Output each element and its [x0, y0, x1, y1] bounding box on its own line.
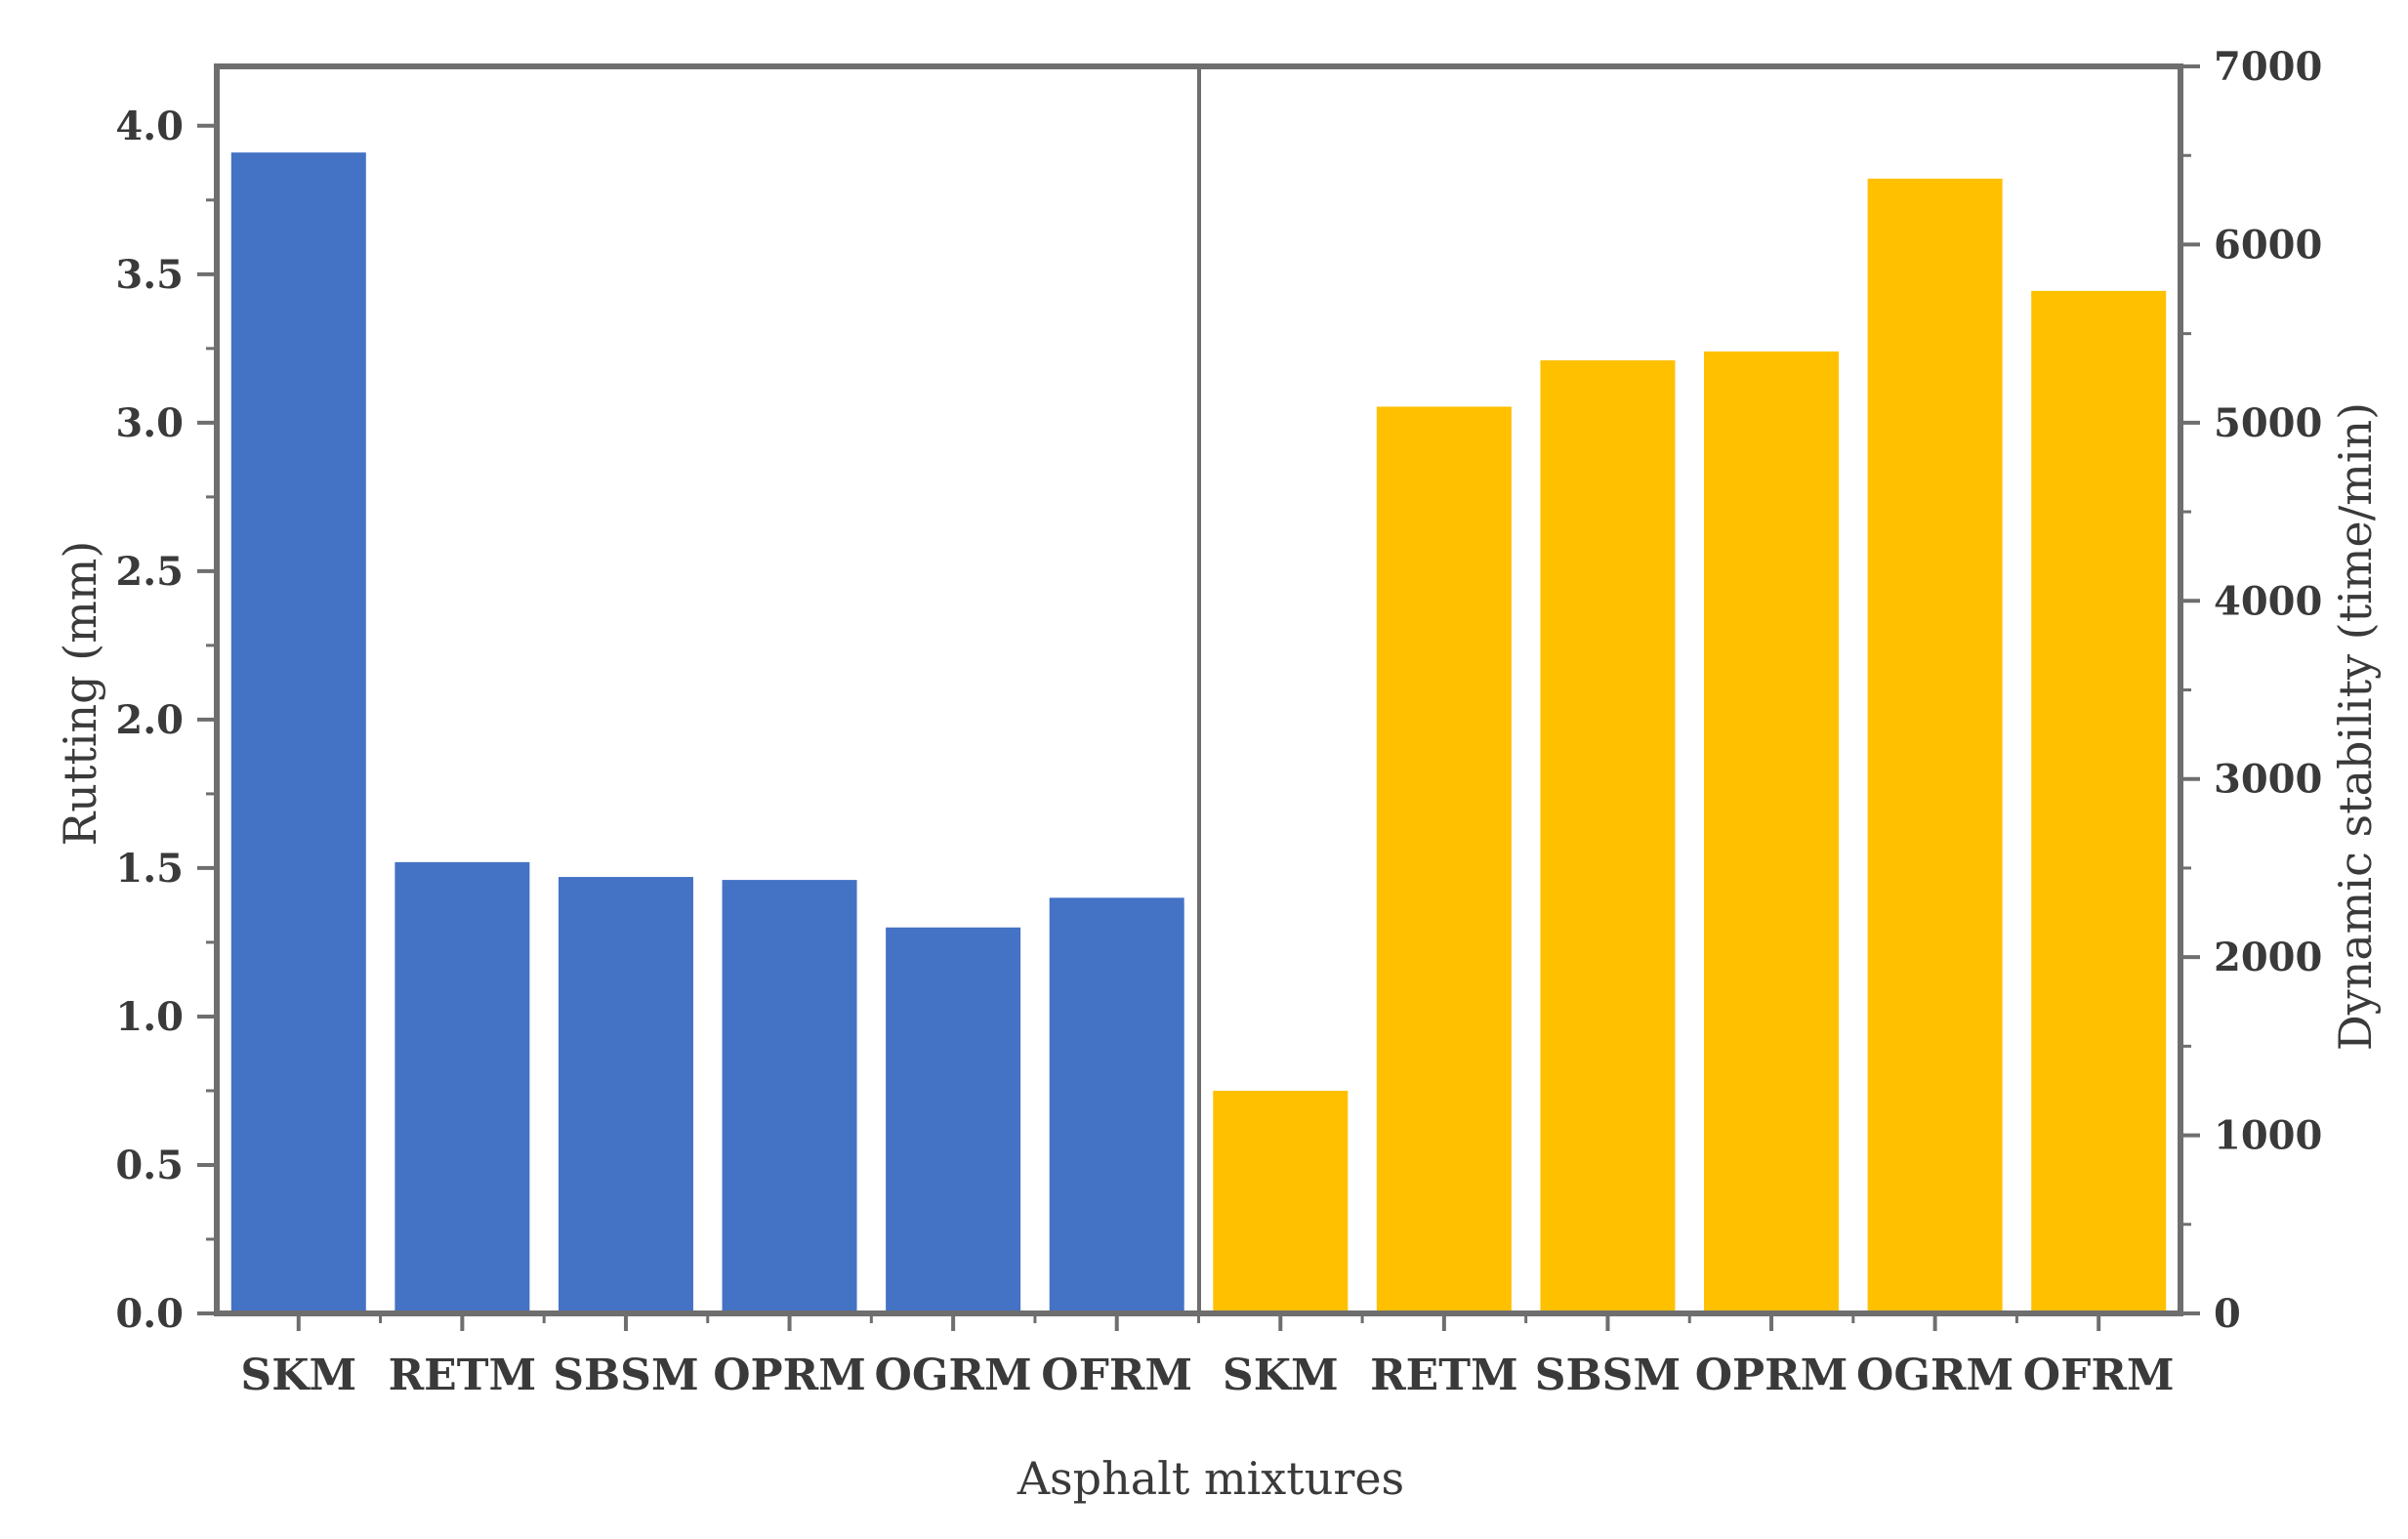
rutting-bar-skm: [230, 152, 366, 1313]
left-tick-label: 1.0: [115, 994, 184, 1040]
right-y-axis-ticks: 0 1000 2000 3000 4000 5000 6000 7000: [2180, 44, 2322, 1337]
left-tick-label: 3.0: [115, 400, 184, 446]
category-label: RETM: [389, 1351, 537, 1400]
stability-bar-retm: [1376, 406, 1512, 1313]
right-tick-label: 4000: [2214, 578, 2322, 624]
left-tick-label: 2.0: [115, 697, 184, 743]
category-label: RETM: [1370, 1351, 1518, 1400]
rutting-bars: [230, 152, 1184, 1313]
rutting-bar-ofrm: [1049, 897, 1184, 1313]
stability-bar-sbsm: [1540, 360, 1676, 1313]
rutting-bar-ogrm: [886, 927, 1021, 1313]
left-tick-label: 0.0: [115, 1291, 184, 1337]
right-tick-label: 1000: [2214, 1113, 2322, 1159]
right-tick-label: 7000: [2214, 44, 2322, 90]
axes: [214, 63, 2183, 1331]
left-tick-label: 3.5: [115, 252, 184, 298]
category-label: OPRM: [713, 1351, 866, 1400]
category-label: SKM: [240, 1351, 356, 1400]
category-label: SBSM: [553, 1351, 698, 1400]
dynamic-stability-bars: [1213, 178, 2167, 1314]
left-tick-label: 0.5: [115, 1143, 184, 1188]
right-tick-label: 3000: [2214, 757, 2322, 803]
right-tick-label: 5000: [2214, 400, 2322, 446]
right-tick-label: 0: [2214, 1291, 2241, 1337]
category-label: OGRM: [1856, 1351, 2014, 1400]
x-axis-title: Asphalt mixtures: [1017, 1452, 1404, 1505]
left-tick-label: 1.5: [115, 846, 184, 892]
category-label: SKM: [1223, 1351, 1339, 1400]
stability-bar-ofrm: [2031, 290, 2167, 1313]
right-y-axis-title: Dynamic stability (time/min): [2329, 402, 2382, 1051]
category-label: OPRM: [1695, 1351, 1848, 1400]
rutting-bar-sbsm: [558, 877, 693, 1313]
stability-bar-ogrm: [1867, 178, 2003, 1314]
left-y-axis-title: Rutting (mm): [54, 541, 106, 847]
rutting-bar-oprm: [722, 880, 857, 1313]
left-tick-label: 4.0: [115, 104, 184, 149]
category-label: SBSM: [1535, 1351, 1681, 1400]
category-label: OGRM: [875, 1351, 1032, 1400]
left-tick-label: 2.5: [115, 549, 184, 595]
stability-bar-oprm: [1704, 351, 1840, 1313]
x-axis-category-labels: SKM RETM SBSM OPRM OGRM OFRM SKM RETM SBSM OPRM OG…: [240, 1351, 2174, 1400]
stability-bar-skm: [1213, 1090, 1349, 1313]
right-tick-label: 2000: [2214, 935, 2322, 980]
category-label: OFRM: [1041, 1351, 1192, 1400]
left-y-axis-ticks: 0.0 0.5 1.0 1.5 2.0 2.5 3.0 3.5 4.0: [115, 104, 217, 1337]
category-label: OFRM: [2023, 1351, 2175, 1400]
right-tick-label: 6000: [2214, 222, 2322, 268]
rutting-bar-retm: [394, 861, 530, 1313]
